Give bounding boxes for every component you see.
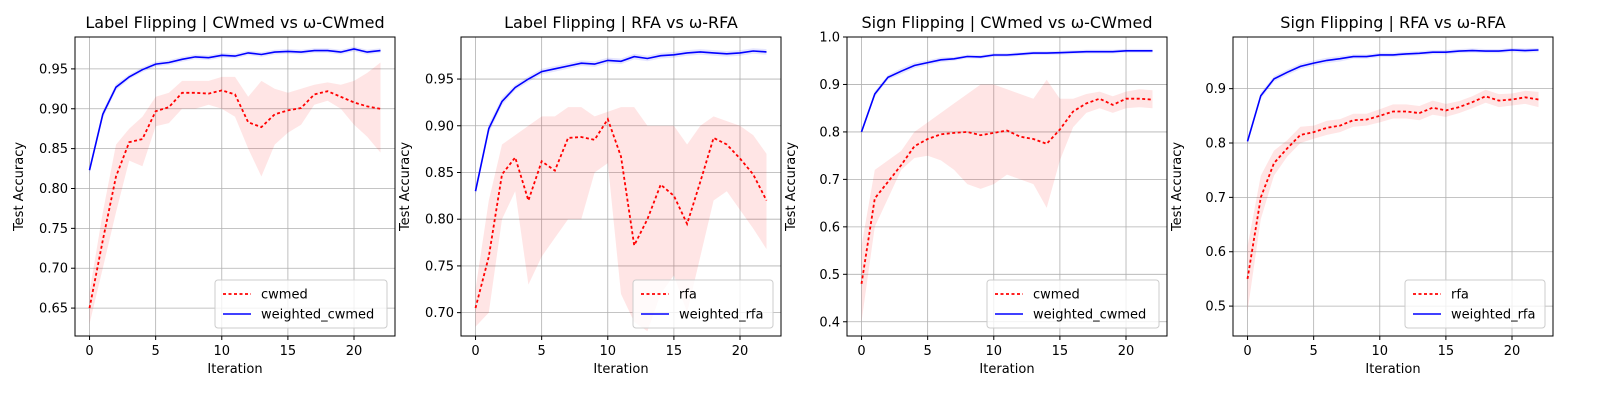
cwmed-confidence-band	[861, 79, 1153, 322]
x-tick-label: 20	[1118, 344, 1135, 359]
y-tick-label: 0.95	[425, 73, 454, 88]
axes-frame	[1232, 36, 1554, 337]
y-tick-label: 0.90	[425, 119, 454, 134]
y-tick-label: 0.90	[39, 102, 68, 117]
x-tick-label: 0	[471, 344, 479, 359]
x-tick-label: 0	[1243, 344, 1251, 359]
y-axis-label: Test Accuracy	[1170, 142, 1185, 232]
y-axis-label: Test Accuracy	[12, 142, 27, 232]
chart-title: Label Flipping | RFA vs ω-RFA	[504, 13, 738, 32]
y-tick-label: 0.5	[1205, 300, 1226, 315]
y-axis-label: Test Accuracy	[784, 142, 799, 232]
chart-title: Sign Flipping | RFA vs ω-RFA	[1280, 13, 1505, 32]
x-tick-label: 20	[1504, 344, 1521, 359]
legend: cwmed weighted_cwmed	[986, 279, 1160, 329]
y-tick-label: 0.70	[425, 306, 454, 321]
x-tick-label: 5	[924, 344, 932, 359]
x-axis-label: Iteration	[207, 362, 262, 377]
rfa-series-line	[1246, 95, 1539, 280]
x-tick-label: 0	[857, 344, 865, 359]
legend-box	[1404, 279, 1546, 329]
x-tick-label: 10	[1372, 344, 1389, 359]
plot-area	[1246, 47, 1539, 312]
rfa-legend-label: rfa	[679, 288, 697, 303]
weighted_cwmed-legend-label: weighted_cwmed	[1033, 308, 1146, 323]
y-axis-label: Test Accuracy	[398, 142, 413, 232]
legend: rfa weighted_rfa	[1404, 279, 1546, 329]
y-tick-label: 0.5	[819, 268, 840, 283]
x-tick-label: 20	[732, 344, 749, 359]
x-tick-label: 10	[600, 344, 617, 359]
plot-area	[860, 48, 1153, 322]
x-axis-label: Iteration	[1365, 362, 1420, 377]
x-tick-label: 0	[85, 344, 93, 359]
weighted_rfa-legend-label: weighted_rfa	[679, 308, 763, 323]
cwmed-confidence-band	[89, 62, 381, 324]
chart-panel-1: 0 5 10 15 20 0.65 0.70 0.75 0.80 0.85 0.90 0.95 Labe…	[12, 13, 396, 377]
y-tick-label: 0.6	[819, 220, 840, 235]
x-tick-label: 15	[666, 344, 683, 359]
y-tick-label: 0.85	[39, 142, 68, 157]
y-tick-label: 0.4	[819, 315, 840, 330]
y-tick-label: 0.65	[39, 302, 68, 317]
x-tick-label: 5	[152, 344, 160, 359]
y-tick-label: 0.6	[1205, 245, 1226, 260]
cwmed-legend-label: cwmed	[1033, 288, 1080, 303]
plot-area	[88, 46, 381, 324]
cwmed-legend-label: cwmed	[261, 288, 308, 303]
rfa-series-line	[474, 117, 768, 309]
cwmed-series-line	[860, 97, 1153, 284]
plot-area	[474, 48, 768, 332]
weighted_cwmed-series-line	[860, 49, 1153, 133]
rfa-confidence-band	[475, 107, 767, 332]
y-tick-label: 1.0	[819, 31, 840, 46]
axes-frame	[74, 36, 396, 337]
legend-box	[632, 279, 774, 329]
chart-panel-4: 0 5 10 15 20 0.5 0.6 0.7 0.8 0.9 Sign Flipping | R…	[1170, 13, 1554, 377]
weighted_cwmed-legend-label: weighted_cwmed	[261, 308, 374, 323]
chart-title: Sign Flipping | CWmed vs ω-CWmed	[862, 13, 1153, 32]
y-tick-label: 0.95	[39, 62, 68, 77]
y-tick-label: 0.70	[39, 262, 68, 277]
x-tick-label: 15	[1052, 344, 1069, 359]
weighted_rfa-series-line	[474, 50, 767, 192]
x-tick-label: 15	[1438, 344, 1455, 359]
y-tick-label: 0.7	[1205, 191, 1226, 206]
x-tick-label: 15	[280, 344, 297, 359]
legend-box	[986, 279, 1160, 329]
chart-title: Label Flipping | CWmed vs ω-CWmed	[85, 13, 384, 32]
weighted_cwmed-series-line	[88, 48, 381, 171]
chart-panel-2: 0 5 10 15 20 0.70 0.75 0.80 0.85 0.90 0.95 Label Fl…	[398, 13, 782, 377]
weighted_rfa-series-line	[1246, 49, 1539, 142]
chart-panel-3: 0 5 10 15 20 0.4 0.5 0.6 0.7 0.8 0.9 1.0 Sign Flippi…	[784, 13, 1168, 377]
axes-frame	[846, 36, 1168, 337]
y-tick-label: 0.8	[819, 125, 840, 140]
legend-box	[214, 279, 388, 329]
y-tick-label: 0.75	[425, 259, 454, 274]
cwmed-series-line	[88, 89, 381, 309]
y-tick-label: 0.9	[1205, 82, 1226, 97]
x-tick-label: 10	[986, 344, 1003, 359]
y-tick-label: 0.85	[425, 166, 454, 181]
x-axis-label: Iteration	[979, 362, 1034, 377]
legend: cwmed weighted_cwmed	[214, 279, 388, 329]
weighted_rfa-legend-label: weighted_rfa	[1451, 308, 1535, 323]
y-tick-label: 0.80	[425, 213, 454, 228]
y-tick-label: 0.9	[819, 78, 840, 93]
y-tick-label: 0.8	[1205, 137, 1226, 152]
x-tick-label: 5	[1310, 344, 1318, 359]
axes-frame	[460, 36, 782, 337]
rfa-legend-label: rfa	[1451, 288, 1469, 303]
x-axis-label: Iteration	[593, 362, 648, 377]
y-tick-label: 0.7	[819, 173, 840, 188]
x-tick-label: 20	[346, 344, 363, 359]
legend: rfa weighted_rfa	[632, 279, 774, 329]
y-tick-label: 0.80	[39, 182, 68, 197]
x-tick-label: 10	[214, 344, 231, 359]
x-tick-label: 5	[538, 344, 546, 359]
rfa-confidence-band	[1247, 89, 1539, 312]
y-tick-label: 0.75	[39, 222, 68, 237]
